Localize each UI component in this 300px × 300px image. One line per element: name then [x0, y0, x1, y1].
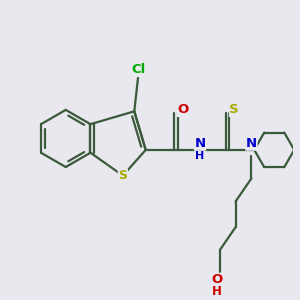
Text: O: O: [212, 273, 223, 286]
Text: N: N: [194, 137, 206, 150]
Text: S: S: [230, 103, 239, 116]
Text: H: H: [212, 285, 222, 298]
Text: H: H: [195, 151, 205, 161]
Text: Cl: Cl: [131, 63, 146, 76]
Text: O: O: [177, 103, 188, 116]
Text: S: S: [118, 169, 127, 182]
Text: N: N: [246, 137, 257, 150]
